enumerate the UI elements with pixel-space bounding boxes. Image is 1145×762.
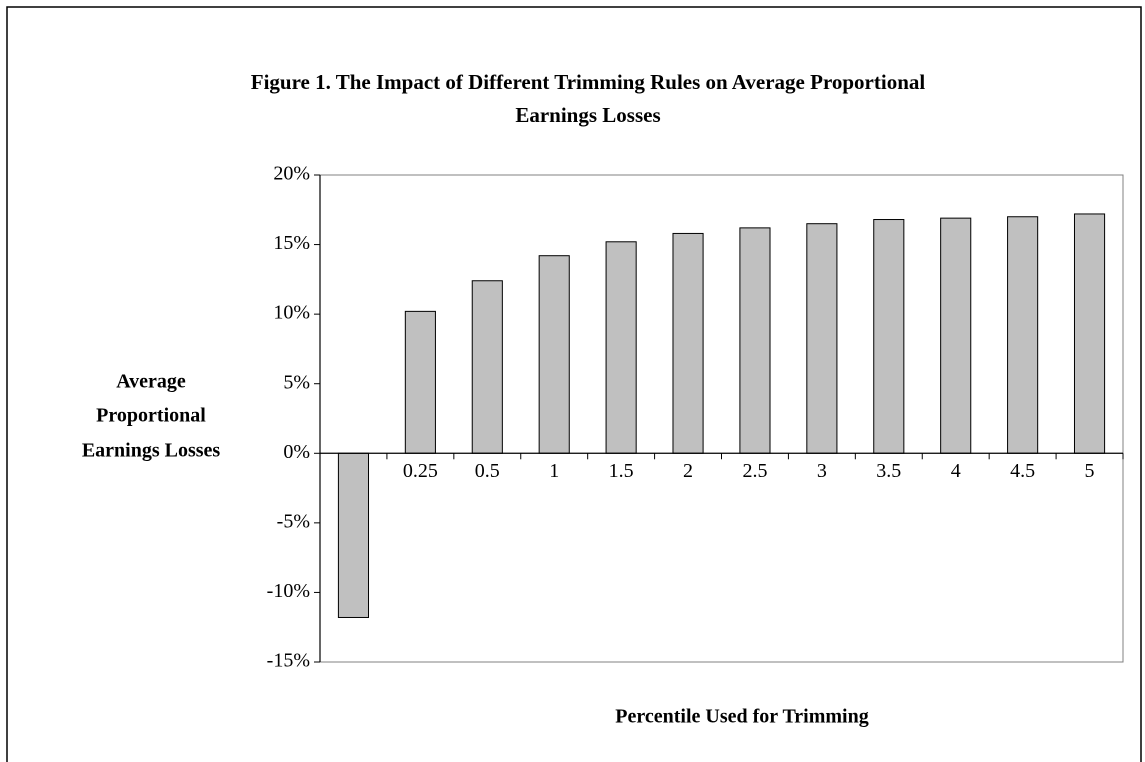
bar — [672, 232, 704, 454]
chart-title: Figure 1. The Impact of Different Trimmi… — [251, 70, 926, 94]
y-tick-label: 20% — [273, 163, 310, 185]
bar — [806, 223, 838, 454]
x-tick-label: 2.5 — [742, 460, 767, 482]
y-tick-label: 15% — [273, 232, 310, 254]
y-axis-label: Proportional — [96, 405, 206, 427]
y-tick-label: 0% — [283, 441, 310, 463]
x-tick-label: 5 — [1085, 460, 1095, 482]
x-tick-label: 0.5 — [475, 460, 500, 482]
bar — [940, 217, 972, 454]
x-tick-label: 3.5 — [876, 460, 901, 482]
plot-area — [319, 174, 1124, 663]
y-tick-label: -15% — [267, 650, 310, 672]
bar — [471, 280, 503, 454]
x-tick-label: 1 — [549, 460, 559, 482]
x-tick-label: 4 — [951, 460, 961, 482]
bar — [605, 241, 637, 454]
x-axis-label: Percentile Used for Trimming — [615, 706, 868, 728]
bar — [1007, 216, 1039, 454]
y-tick-label: -5% — [277, 510, 310, 532]
x-tick-label: 2 — [683, 460, 693, 482]
bar — [873, 219, 905, 454]
bar — [404, 310, 436, 454]
y-tick-label: -10% — [267, 580, 310, 602]
y-axis-label: Average — [116, 371, 186, 393]
bar — [1073, 213, 1106, 454]
bar — [337, 452, 370, 618]
chart-title: Earnings Losses — [515, 103, 660, 127]
bar — [538, 255, 570, 454]
bar — [739, 227, 771, 454]
x-tick-label: 3 — [817, 460, 827, 482]
x-tick-label: 1.5 — [609, 460, 634, 482]
x-tick-label: 0.25 — [403, 460, 438, 482]
frame — [6, 6, 1142, 762]
y-tick-label: 10% — [273, 302, 310, 324]
y-tick-label: 5% — [283, 371, 310, 393]
x-tick-label: 4.5 — [1010, 460, 1035, 482]
y-axis-label: Earnings Losses — [82, 440, 221, 462]
